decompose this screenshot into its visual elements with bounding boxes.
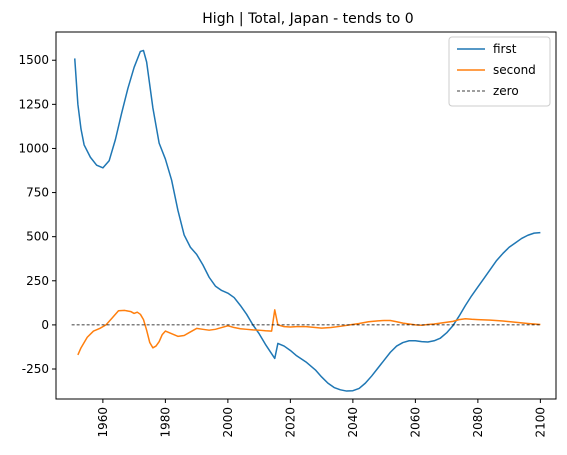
x-tick-label: 2080 [471, 407, 485, 438]
x-tick-label: 1960 [96, 407, 110, 438]
legend-label-first: first [493, 42, 517, 56]
series-line-first [74, 49, 541, 392]
plot-frame [55, 31, 557, 400]
y-tick-label: 1250 [18, 97, 49, 111]
x-tick-label: 2000 [221, 407, 235, 438]
legend: first second zero [448, 36, 551, 107]
x-tick-label: 2060 [408, 407, 422, 438]
y-tick-label: 1500 [18, 53, 49, 67]
x-tick-label: 2100 [533, 407, 547, 438]
x-tick-label: 1980 [158, 407, 172, 438]
series-layer [71, 49, 541, 392]
x-tick-label: 2040 [346, 407, 360, 438]
legend-label-zero: zero [493, 84, 519, 98]
y-tick-label: 250 [26, 274, 49, 288]
y-tick-label: 500 [26, 230, 49, 244]
legend-box [448, 36, 551, 107]
series-line-second [77, 309, 541, 356]
y-tick-label: 1000 [18, 141, 49, 155]
legend-label-second: second [493, 63, 536, 77]
y-tick-label: 0 [41, 318, 49, 332]
axes-layer: 1960 1980 2000 2020 2040 2060 2080 2100 -250 0 250… [18, 53, 547, 437]
chart-title: High | Total, Japan - tends to 0 [202, 11, 413, 27]
y-tick-label: 750 [26, 186, 49, 200]
x-tick-label: 2020 [283, 407, 297, 438]
y-tick-label: -250 [22, 362, 49, 376]
